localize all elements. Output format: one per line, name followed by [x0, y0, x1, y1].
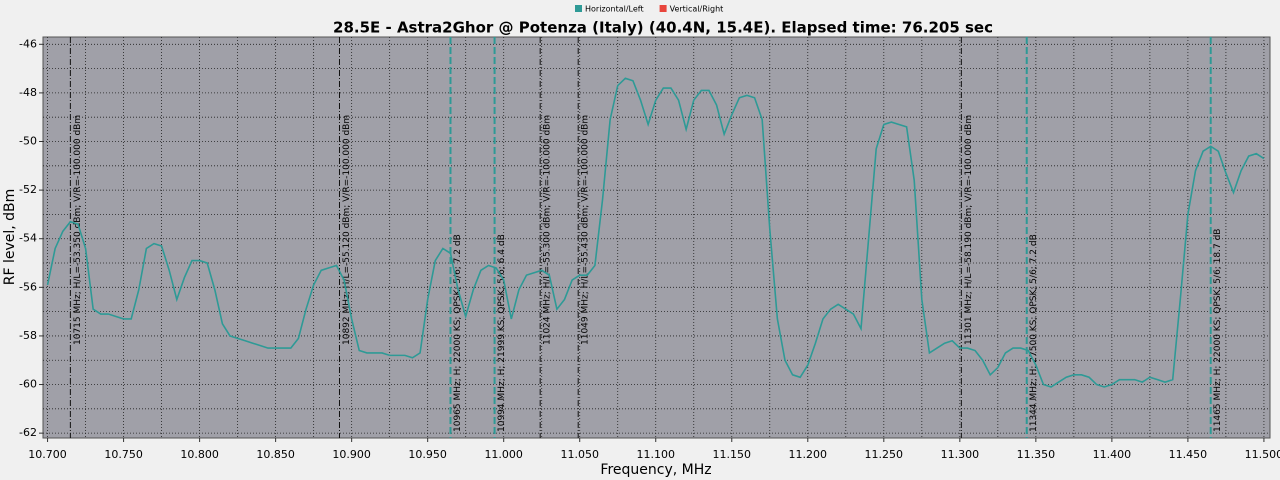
x-tick-label: 10.750	[104, 448, 143, 461]
y-tick-label: -46	[19, 37, 37, 50]
y-axis-label: RF level, dBm	[2, 189, 18, 286]
y-tick-label: -50	[19, 135, 37, 148]
x-tick-label: 10.950	[408, 448, 447, 461]
marker-label: 11049 MHz; H/L=-55.430 dBm; V/R=-100.000…	[581, 115, 591, 345]
y-tick-label: -48	[19, 86, 37, 99]
x-tick-label: 11.150	[713, 448, 752, 461]
marker-label: 11465 MHz; H; 22000 KS; QPSK; 5/6; 18.7 …	[1213, 229, 1223, 432]
legend-label: Vertical/Right	[670, 5, 724, 14]
y-tick-label: -58	[19, 329, 37, 342]
x-tick-label: 10.800	[180, 448, 219, 461]
marker-label: 10965 MHz; H; 22000 KS; QPSK; 5/6; 7.2 d…	[453, 234, 463, 432]
legend-swatch	[659, 5, 667, 12]
x-tick-label: 11.300	[941, 448, 980, 461]
x-tick-label: 11.400	[1093, 448, 1132, 461]
y-tick-label: -60	[19, 378, 37, 391]
legend-swatch	[575, 5, 582, 12]
marker-label: 11344 MHz; H; 27500 KS; QPSK; 5/6; 7.2 d…	[1029, 234, 1039, 432]
x-tick-label: 11.000	[484, 448, 523, 461]
spectrum-line	[46, 77, 1265, 388]
legend-label: Horizontal/Left	[585, 5, 644, 14]
y-tick-label: -52	[19, 183, 37, 196]
x-tick-label: 11.350	[1017, 448, 1056, 461]
marker-label: 10994 MHz; H; 21999 KS; QPSK; 5/6; 6.4 d…	[497, 234, 507, 432]
x-tick-label: 11.200	[789, 448, 828, 461]
chart-title: 28.5E - Astra2Ghor @ Potenza (Italy) (40…	[333, 19, 993, 37]
x-tick-label: 11.050	[560, 448, 599, 461]
y-tick-label: -62	[19, 426, 37, 439]
x-tick-label: 11.100	[636, 448, 675, 461]
y-tick-label: -54	[19, 232, 37, 245]
marker-label: 11301 MHz; H/L=-58.190 dBm; V/R=-100.000…	[964, 115, 974, 345]
x-tick-label: 11.250	[865, 448, 904, 461]
marker-label: 10892 MHz; H/L=-55.120 dBm; V/R=-100.000…	[342, 115, 352, 345]
x-tick-label: 11.450	[1169, 448, 1208, 461]
x-tick-label: 10.700	[28, 448, 67, 461]
plot-area	[42, 36, 1271, 439]
marker-label: 10715 MHz; H/L=-53.350 dBm; V/R=-100.000…	[73, 115, 83, 345]
y-tick-label: -56	[19, 280, 37, 293]
x-tick-label: 10.850	[256, 448, 295, 461]
marker-label: 11024 MHz; H/L=-55.300 dBm; V/R=-100.000…	[543, 115, 553, 345]
x-tick-label: 10.900	[332, 448, 371, 461]
x-axis-label: Frequency, MHz	[600, 462, 711, 478]
x-tick-label: 11.500	[1245, 448, 1280, 461]
